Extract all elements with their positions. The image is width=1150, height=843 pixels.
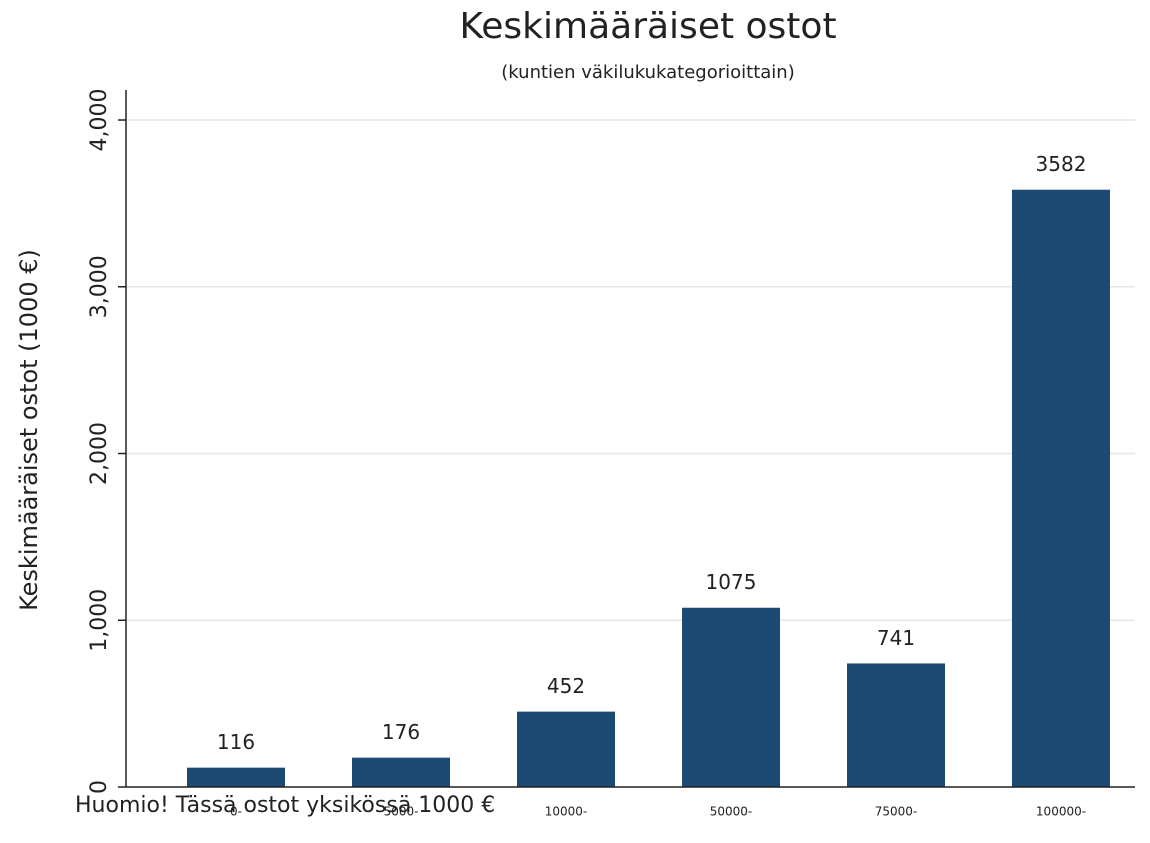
chart-title: Keskimääräiset ostot: [459, 6, 836, 47]
value-label: 741: [877, 626, 915, 650]
chart-subtitle: (kuntien väkilukukategorioittain): [501, 62, 794, 83]
x-tick-label: 5000-: [384, 805, 419, 819]
bar: [352, 757, 450, 787]
y-tick-label: 1,000: [87, 589, 112, 652]
x-tick-label: 100000-: [1036, 805, 1086, 819]
value-label: 452: [547, 674, 585, 698]
value-label: 116: [217, 730, 255, 754]
y-tick-label: 0: [87, 780, 112, 794]
x-tick-label: 75000-: [875, 805, 918, 819]
bar: [517, 711, 615, 787]
bar: [1012, 189, 1110, 787]
bar: [847, 663, 945, 787]
bar: [187, 767, 285, 787]
y-tick-label: 4,000: [87, 89, 112, 152]
x-tick-label: 10000-: [545, 805, 588, 819]
value-label: 1075: [706, 570, 757, 594]
y-tick-label: 3,000: [87, 255, 112, 318]
x-tick-label: 0-: [230, 805, 242, 819]
note: Huomio! Tässä ostot yksikössä 1000 €: [75, 793, 495, 818]
x-tick-label: 50000-: [710, 805, 753, 819]
y-tick-label: 2,000: [87, 422, 112, 485]
bar: [682, 607, 780, 787]
value-label: 3582: [1036, 152, 1087, 176]
y-axis-title: Keskimääräiset ostot (1000 €): [15, 249, 43, 611]
value-label: 176: [382, 720, 420, 744]
